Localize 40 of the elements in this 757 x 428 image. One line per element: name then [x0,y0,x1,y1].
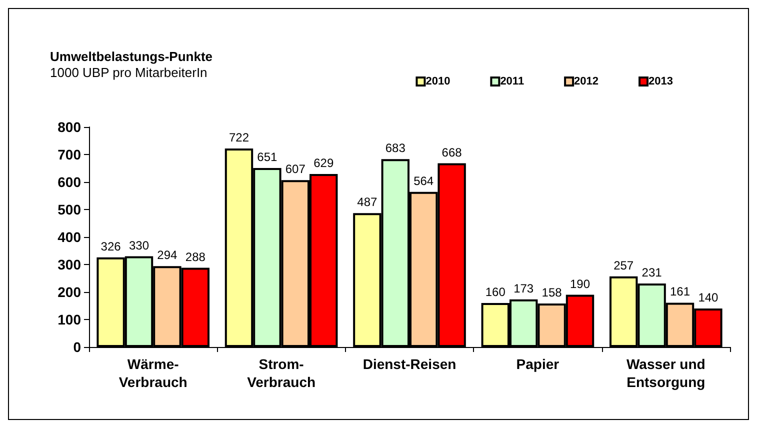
chart-title: Umweltbelastungs-Punkte [50,49,213,64]
x-tick-label: Strom- Verbrauch [247,356,316,390]
legend-label: 2013 [648,76,674,88]
data-label: 140 [698,290,719,304]
y-tick-label: 0 [73,339,82,355]
data-label: 294 [157,248,178,262]
data-label: 190 [570,276,590,291]
data-label: 257 [614,258,634,272]
legend-label: 2012 [574,76,599,88]
data-label: 683 [385,141,406,156]
data-label: 629 [314,156,334,170]
data-label: 326 [100,239,122,254]
data-label: 668 [442,145,462,160]
x-tick-label: Dienst-Reisen [362,356,456,372]
legend-label: 2010 [426,76,450,88]
data-label: 330 [128,238,150,252]
y-tick-label: 600 [58,174,82,190]
data-label: 288 [185,250,206,264]
data-label: 231 [642,265,662,280]
y-tick-label: 400 [58,229,82,245]
x-tick-label: Wasser und Entsorgung [626,356,706,390]
data-label: 161 [670,284,690,299]
chart-subtitle: 1000 UBP pro MitarbeiterIn [50,65,208,80]
y-tick-label: 800 [58,119,82,135]
x-tick-label: Wärme- Verbrauch [118,356,188,390]
y-tick-label: 100 [58,312,82,328]
data-label: 651 [257,150,278,164]
data-label: 487 [357,195,378,210]
data-label: 607 [285,162,306,176]
y-tick-label: 300 [58,256,82,272]
y-tick-label: 200 [58,284,82,300]
y-tick-label: 700 [58,146,82,162]
data-label: 173 [514,281,534,296]
legend-label: 2011 [500,76,524,88]
data-label: 564 [414,174,434,188]
data-label: 722 [228,130,250,144]
data-label: 160 [485,285,506,299]
x-tick-label: Papier [516,356,560,372]
y-tick-label: 500 [58,202,82,218]
data-label: 158 [542,286,562,300]
